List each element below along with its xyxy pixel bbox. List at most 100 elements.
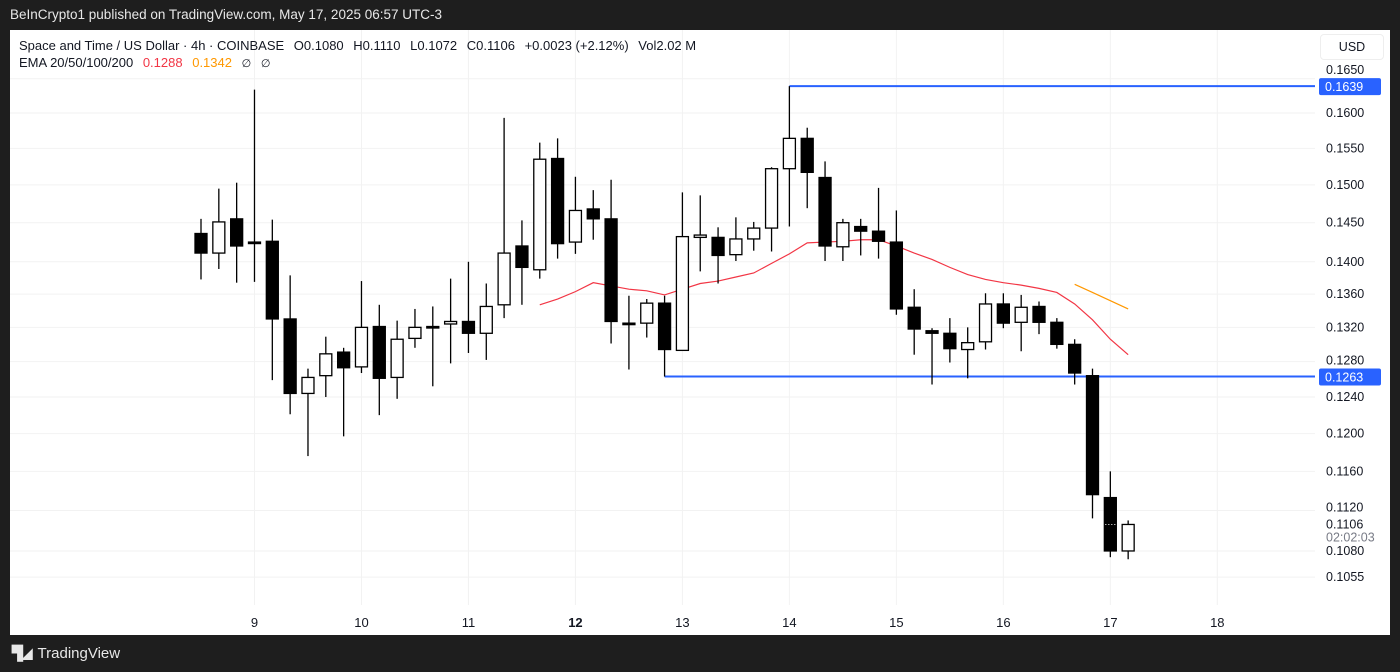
y-tick-label: 0.1080 [1326, 544, 1364, 558]
y-tick-label: 0.1120 [1326, 500, 1363, 514]
last-price-label: 0.1106 [1326, 517, 1363, 531]
y-tick-label: 0.1055 [1326, 570, 1364, 584]
candle-body-bear [657, 302, 672, 351]
volume: Vol2.02 M [638, 38, 697, 53]
candle-body-bear [907, 306, 921, 330]
candle-body-bull [443, 320, 458, 325]
bar-countdown-label: 02:02:03 [1326, 530, 1375, 544]
currency-button[interactable]: USD [1320, 34, 1384, 60]
x-tick-label: 15 [889, 615, 903, 630]
y-tick-label: 0.1160 [1326, 464, 1363, 478]
x-tick-label: 10 [354, 615, 368, 630]
candle-body-bull [301, 376, 315, 395]
candle-body-bear [194, 232, 208, 254]
ema50-value: 0.1342 [192, 55, 232, 70]
candle-body-bull [961, 342, 975, 351]
symbol-title[interactable]: Space and Time / US Dollar · 4h · COINBA… [19, 38, 285, 53]
candle-body-bear [1032, 305, 1046, 323]
candle-body-bear [871, 230, 886, 242]
candle-body-bull [1014, 306, 1028, 323]
candle-body-bear [1085, 375, 1100, 496]
candle-body-bear [265, 240, 279, 320]
candle-body-bull [390, 338, 404, 379]
ema200-value: ∅ [260, 58, 271, 70]
y-tick-label: 0.1240 [1326, 390, 1364, 404]
candle-body-bull [640, 302, 654, 324]
y-tick-label: 0.1200 [1326, 427, 1364, 441]
candle-body-bear [1103, 496, 1117, 552]
candle-body-bear [889, 241, 904, 310]
y-tick-label: 0.1320 [1326, 320, 1364, 334]
footer-brand: ▜◢ TradingView [12, 645, 120, 662]
candle-body-bull [782, 137, 797, 170]
candle-body-bear [622, 322, 636, 326]
x-tick-label: 9 [251, 615, 258, 630]
x-tick-label: 13 [675, 615, 689, 630]
y-tick-label: 0.1500 [1326, 178, 1364, 192]
candle-body-bull [533, 158, 547, 271]
candle-body-bear [336, 351, 351, 369]
ohlc-high: H0.1110 [353, 38, 401, 53]
y-tick-label: 0.1280 [1326, 354, 1364, 368]
publisher-line: BeInCrypto1 published on TradingView.com… [10, 7, 442, 22]
candle-body-bear [550, 157, 565, 245]
brand-name: TradingView [37, 645, 121, 662]
candle-body-bull [568, 209, 583, 243]
candle-body-bear [800, 137, 814, 174]
ohlc-open: O0.1080 [293, 38, 344, 53]
candle-body-bull [319, 353, 333, 377]
candle-body-bear [283, 318, 297, 395]
candle-body-bear [711, 236, 725, 257]
ema100-value: ∅ [241, 58, 252, 70]
price-level-badge [1319, 368, 1381, 386]
tradingview-logo-icon: ▜◢ [12, 645, 33, 661]
candle-body-bull [747, 227, 761, 240]
candle-body-bull [978, 303, 993, 343]
chart-legend: Space and Time / US Dollar · 4h · COINBA… [19, 37, 702, 73]
candle-body-bear [372, 325, 386, 379]
x-tick-label: 11 [462, 615, 476, 630]
candle-body-bear [854, 225, 868, 232]
candlestick-chart[interactable]: 0.1650 0.1600 0.1550 0.1500 0.1450 0.1400 0.13… [10, 30, 1390, 635]
x-tick-label: 17 [1103, 615, 1117, 630]
price-level-badge-label: 0.1263 [1325, 371, 1363, 385]
candle-body-bear [515, 245, 529, 269]
x-tick-label: 18 [1210, 615, 1224, 630]
candle-body-bull [408, 326, 422, 340]
candle-body-bear [586, 208, 600, 220]
candle-body-bull [212, 221, 226, 254]
candle-body-bull [354, 326, 369, 368]
price-level-badge-label: 0.1639 [1325, 80, 1363, 94]
ohlc-low: L0.1072 [410, 38, 458, 53]
candle-body-bull [764, 168, 779, 229]
candle-body-bull [729, 238, 743, 256]
candle-body-bear [604, 218, 618, 323]
chart-panel[interactable]: 0.1650 0.1600 0.1550 0.1500 0.1450 0.1400 0.13… [10, 30, 1390, 635]
y-tick-label: 0.1550 [1326, 141, 1364, 155]
y-tick-label: 0.1400 [1326, 255, 1364, 269]
x-tick-label: 16 [996, 615, 1010, 630]
ema20-line [539, 239, 1129, 356]
ema-indicator-label[interactable]: EMA 20/50/100/200 [19, 55, 134, 70]
ema20-value: 0.1288 [142, 55, 183, 70]
candle-body-bear [943, 332, 957, 350]
candle-body-bull [479, 305, 493, 334]
x-tick-label: 12 [568, 615, 582, 630]
y-tick-label: 0.1360 [1326, 287, 1364, 301]
candle-body-bear [1050, 321, 1064, 346]
candle-body-bear [461, 320, 476, 334]
candle-body-bull [675, 235, 690, 352]
candle-body-bear [818, 176, 832, 247]
y-tick-label: 0.1650 [1326, 63, 1364, 77]
candle-body-bull [497, 252, 511, 306]
candle-body-bear [1068, 343, 1082, 374]
candle-body-bear [426, 325, 440, 329]
candle-body-bear [230, 218, 244, 247]
candle-body-bear [925, 330, 939, 334]
price-level-badge [1319, 78, 1381, 96]
ema50-line [1074, 283, 1129, 310]
candle-body-bull [836, 222, 850, 248]
ohlc-close: C0.1106 [466, 38, 515, 53]
x-tick-label: 14 [782, 615, 796, 630]
candle-body-bull [693, 234, 707, 239]
